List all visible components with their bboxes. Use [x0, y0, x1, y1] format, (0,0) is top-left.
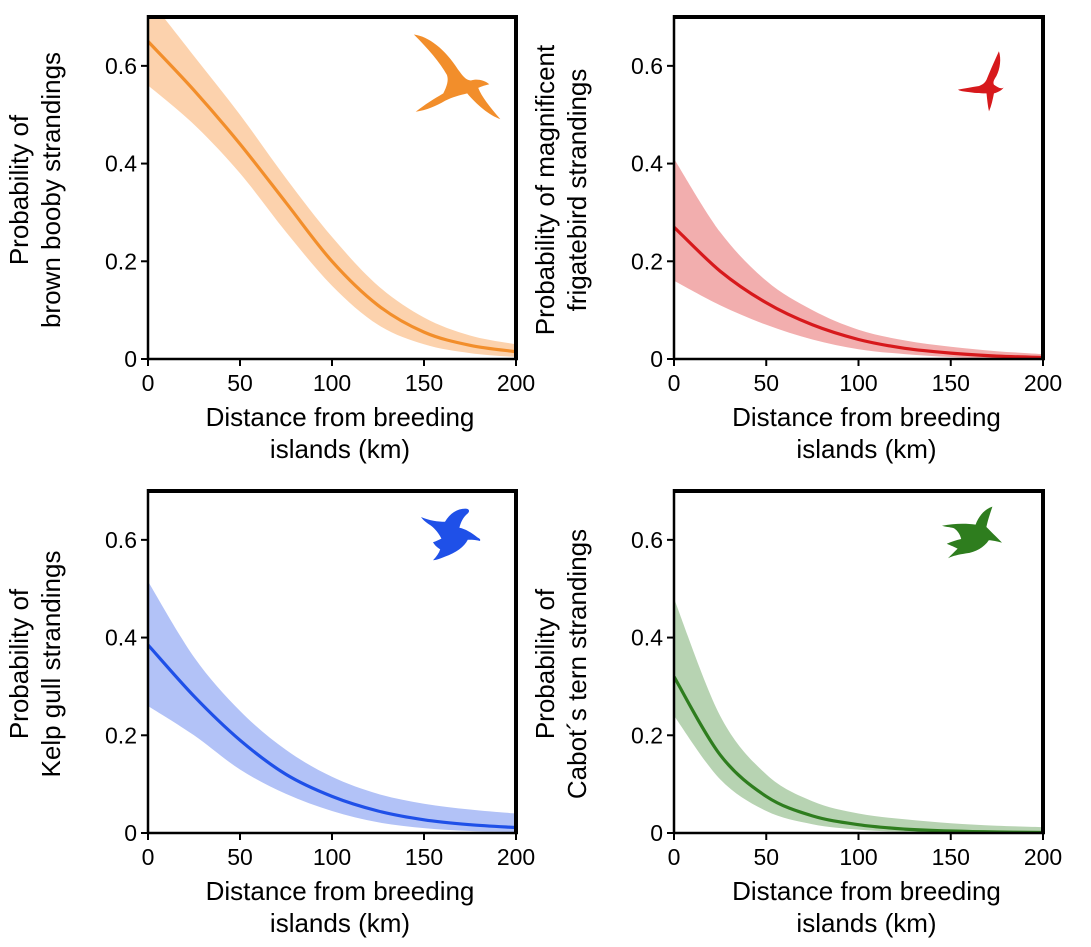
confidence-band — [674, 598, 1043, 833]
x-tick-label: 50 — [753, 844, 779, 870]
chart-panel-top-left: 0 50 100 150 200 0 0.2 0.4 0.6 Distance from bree… — [4, 15, 535, 464]
y-axis-title-line: frigatebird strandings — [562, 69, 592, 312]
y-tick-label: 0.2 — [631, 248, 663, 274]
confidence-band — [674, 158, 1043, 359]
y-tick-label: 0 — [124, 820, 137, 846]
x-axis-title-line: islands (km) — [796, 434, 936, 464]
x-tick-label: 50 — [753, 370, 779, 396]
x-tick-label: 0 — [668, 370, 681, 396]
x-tick-label: 50 — [227, 844, 253, 870]
x-axis-title-line: Distance from breeding — [206, 876, 475, 906]
y-tick-label: 0.4 — [105, 625, 137, 651]
kelp-gull-silhouette-icon — [421, 508, 481, 561]
y-tick-label: 0.6 — [105, 527, 137, 553]
x-tick-label: 0 — [668, 844, 681, 870]
x-tick-label: 200 — [1024, 844, 1062, 870]
x-tick-label: 150 — [932, 370, 970, 396]
y-tick-label: 0 — [650, 820, 663, 846]
x-axis-title-line: Distance from breeding — [206, 402, 475, 432]
cabots-tern-silhouette-icon — [942, 506, 1002, 559]
x-tick-label: 150 — [405, 844, 443, 870]
fitted-line — [148, 40, 516, 354]
y-tick-label: 0 — [650, 346, 663, 372]
x-tick-label: 0 — [142, 370, 155, 396]
y-tick-label: 0.2 — [631, 722, 663, 748]
x-tick-label: 100 — [313, 844, 351, 870]
y-axis-title-line: brown booby strandings — [36, 52, 66, 328]
x-tick-label: 100 — [313, 370, 351, 396]
y-axis-title-line: Probability of — [4, 588, 34, 739]
y-tick-label: 0.4 — [631, 625, 663, 651]
y-tick-label: 0.2 — [105, 722, 137, 748]
chart-panel-bottom-left: 0 50 100 150 200 0 0.2 0.4 0.6 Distance from bree… — [4, 489, 535, 938]
y-tick-label: 0.4 — [105, 151, 137, 177]
x-tick-label: 200 — [1024, 370, 1062, 396]
y-tick-label: 0 — [124, 346, 137, 372]
x-tick-label: 100 — [839, 370, 877, 396]
x-tick-label: 200 — [497, 844, 535, 870]
chart-panel-bottom-right: 0 50 100 150 200 0 0.2 0.4 0.6 Distance from bree… — [530, 489, 1062, 938]
x-tick-label: 100 — [839, 844, 877, 870]
y-axis-title-line: Cabot´s tern strandings — [562, 529, 592, 799]
brown-booby-silhouette-icon — [413, 34, 501, 120]
x-tick-label: 50 — [227, 370, 253, 396]
y-tick-label: 0.4 — [631, 151, 663, 177]
y-tick-label: 0.6 — [105, 53, 137, 79]
x-tick-label: 0 — [142, 844, 155, 870]
confidence-band — [148, 17, 516, 357]
y-tick-label: 0.2 — [105, 248, 137, 274]
fitted-line — [148, 643, 516, 830]
y-axis-title-line: Probability of — [4, 114, 34, 265]
x-tick-label: 150 — [405, 370, 443, 396]
fitted-line — [674, 225, 1043, 359]
chart-panel-top-right: 0 50 100 150 200 0 0.2 0.4 0.6 Distance from bree… — [530, 15, 1062, 464]
y-tick-label: 0.6 — [631, 53, 663, 79]
x-axis-title-line: islands (km) — [270, 908, 410, 938]
y-tick-label: 0.6 — [631, 527, 663, 553]
x-tick-label: 150 — [932, 844, 970, 870]
y-axis-title-line: Probability of — [530, 588, 560, 739]
x-axis-title-line: islands (km) — [270, 434, 410, 464]
x-axis-title-line: Distance from breeding — [732, 876, 1001, 906]
x-tick-label: 200 — [497, 370, 535, 396]
x-axis-title-line: Distance from breeding — [732, 402, 1001, 432]
magnificent-frigatebird-silhouette-icon — [958, 51, 1004, 112]
y-axis-title-line: Probability of magnificent — [530, 44, 560, 335]
x-axis-title-line: islands (km) — [796, 908, 936, 938]
confidence-band — [148, 581, 516, 832]
y-axis-title-line: Kelp gull strandings — [36, 551, 66, 778]
